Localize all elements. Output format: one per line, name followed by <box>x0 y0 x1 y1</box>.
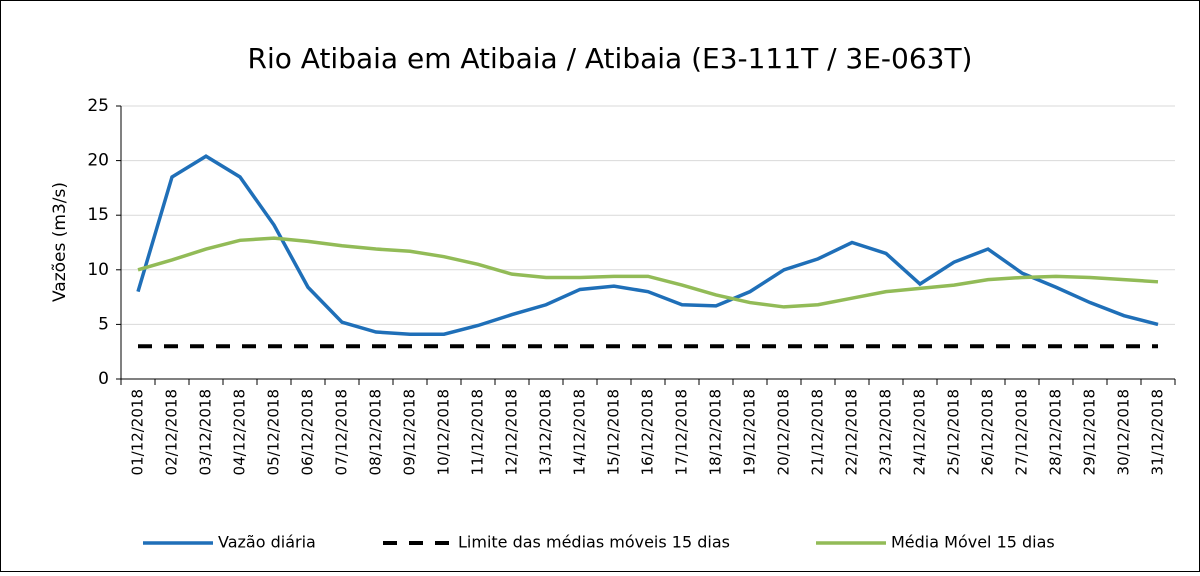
x-tick-label: 19/12/2018 <box>741 389 759 475</box>
y-axis-label: Vazões (m3/s) <box>50 182 70 302</box>
x-tick-label: 17/12/2018 <box>673 389 691 475</box>
series-line <box>137 236 1159 309</box>
x-tick-label: 26/12/2018 <box>979 389 997 475</box>
x-tick-label: 12/12/2018 <box>503 389 521 475</box>
x-tick-label: 20/12/2018 <box>775 389 793 475</box>
x-tick-label: 18/12/2018 <box>707 389 725 475</box>
y-tick-label: 0 <box>98 369 109 389</box>
x-tick-label: 07/12/2018 <box>333 389 351 475</box>
x-tick-label: 28/12/2018 <box>1047 389 1065 475</box>
series-line <box>136 154 1159 336</box>
x-tick-label: 06/12/2018 <box>299 389 317 475</box>
x-tick-label: 31/12/2018 <box>1149 389 1167 475</box>
chart-title: Rio Atibaia em Atibaia / Atibaia (E3-111… <box>248 42 973 75</box>
x-tick-label: 30/12/2018 <box>1115 389 1133 475</box>
legend-label: Limite das médias móveis 15 dias <box>458 533 730 552</box>
x-tick-label: 22/12/2018 <box>843 389 861 475</box>
x-tick-label: 14/12/2018 <box>571 389 589 475</box>
x-tick-label: 11/12/2018 <box>469 389 487 475</box>
y-tick-label: 20 <box>87 151 109 171</box>
x-tick-label: 24/12/2018 <box>911 389 929 475</box>
legend-label: Vazão diária <box>218 533 316 552</box>
x-tick-label: 16/12/2018 <box>639 389 657 475</box>
x-tick-label: 04/12/2018 <box>231 389 249 475</box>
y-tick-label: 15 <box>87 205 109 225</box>
x-tick-label: 08/12/2018 <box>367 389 385 475</box>
x-tick-label: 03/12/2018 <box>197 389 215 475</box>
x-tick-label: 09/12/2018 <box>401 389 419 475</box>
legend-label: Média Móvel 15 dias <box>891 533 1055 552</box>
x-tick-label: 25/12/2018 <box>945 389 963 475</box>
x-tick-label: 10/12/2018 <box>435 389 453 475</box>
y-tick-label: 10 <box>87 260 109 280</box>
x-tick-label: 02/12/2018 <box>163 389 181 475</box>
x-tick-label: 29/12/2018 <box>1081 389 1099 475</box>
x-tick-label: 27/12/2018 <box>1013 389 1031 475</box>
x-tick-label: 05/12/2018 <box>265 389 283 475</box>
y-tick-label: 5 <box>98 314 109 334</box>
x-tick-label: 13/12/2018 <box>537 389 555 475</box>
x-tick-label: 23/12/2018 <box>877 389 895 475</box>
x-tick-label: 01/12/2018 <box>129 389 147 475</box>
x-tick-label: 21/12/2018 <box>809 389 827 475</box>
y-tick-label: 25 <box>87 96 109 116</box>
x-tick-label: 15/12/2018 <box>605 389 623 475</box>
